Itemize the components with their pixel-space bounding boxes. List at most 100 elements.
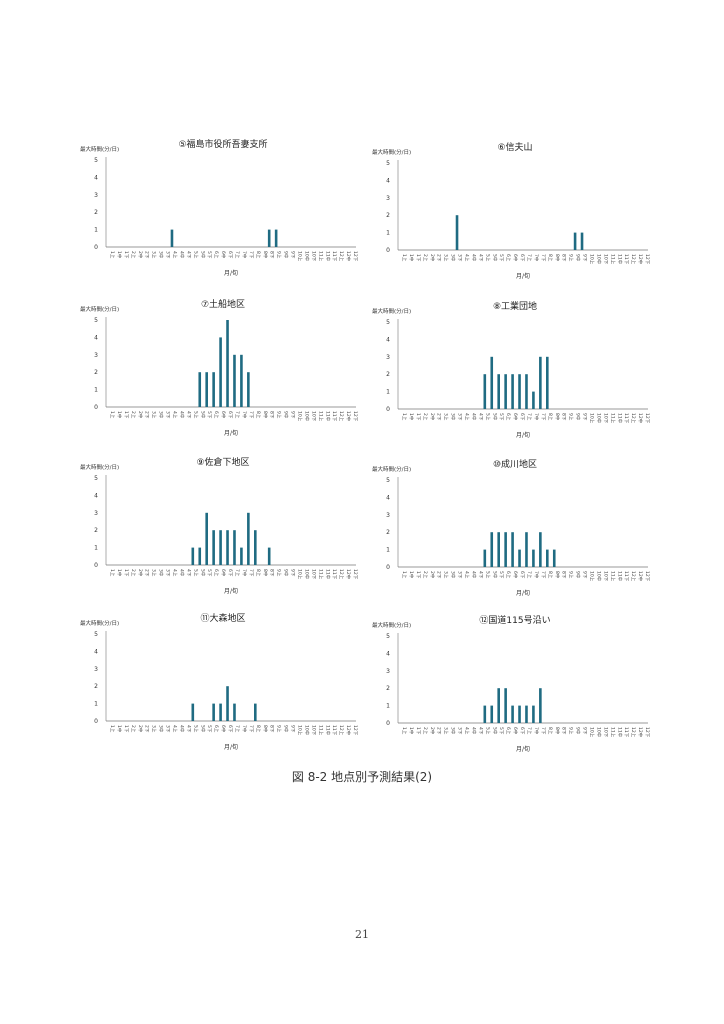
bar [511, 374, 514, 409]
x-tick-label: 11上 [317, 569, 324, 580]
x-tick-label: 9中 [283, 411, 290, 419]
x-tick-label: 11上 [609, 254, 616, 265]
chart-title: ⑤福島市役所吾妻支所 [178, 138, 267, 150]
x-tick-label: 8下 [561, 413, 567, 421]
chart-title: ⑫国道115号沿い [479, 614, 550, 626]
x-tick-label: 2中 [137, 251, 144, 259]
y-tick-label: 5 [94, 631, 98, 638]
x-tick-label: 4中 [470, 254, 477, 262]
x-tick-label: 10中 [303, 411, 310, 422]
x-tick-label: 7上 [526, 413, 533, 421]
x-tick-label: 1上 [401, 571, 408, 579]
x-tick-label: 1下 [415, 413, 421, 421]
x-tick-label: 1中 [408, 727, 415, 735]
bar [552, 549, 556, 567]
x-tick-label: 8下 [269, 411, 275, 419]
x-tick-label: 9下 [290, 251, 296, 259]
x-tick-label: 8上 [255, 251, 262, 259]
x-tick-label: 3上 [151, 251, 158, 259]
bar [580, 232, 584, 250]
chart-title: ⑧工業団地 [493, 300, 537, 312]
bar [226, 686, 229, 721]
y-axis-label: 最大時間(分/日) [80, 145, 119, 153]
bar [483, 549, 487, 567]
x-tick-label: 11上 [317, 251, 324, 262]
x-tick-label: 9下 [290, 725, 296, 733]
x-tick-label: 3中 [450, 727, 457, 735]
bar [240, 547, 243, 565]
bar [233, 530, 236, 565]
x-tick-label: 7上 [526, 727, 533, 735]
x-tick-label: 9下 [290, 411, 296, 419]
x-tick-label: 1上 [109, 251, 116, 259]
x-tick-label: 4下 [477, 254, 483, 262]
y-tick-label: 4 [386, 177, 390, 184]
x-tick-label: 12中 [345, 725, 352, 736]
x-tick-label: 12中 [345, 411, 352, 422]
x-tick-label: 9上 [276, 251, 283, 259]
x-tick-label: 5下 [206, 411, 212, 419]
x-tick-label: 10下 [602, 727, 608, 738]
x-tick-label: 9上 [568, 254, 575, 262]
x-tick-label: 10下 [602, 413, 608, 424]
x-tick-label: 10上 [588, 727, 595, 738]
bar [539, 356, 542, 409]
x-tick-label: 7下 [540, 254, 546, 262]
x-tick-label: 10下 [310, 569, 316, 580]
x-tick-label: 6中 [220, 251, 227, 259]
x-tick-label: 7中 [533, 727, 540, 735]
y-tick-label: 4 [386, 494, 390, 501]
y-tick-label: 5 [386, 160, 390, 167]
x-tick-label: 9下 [582, 571, 588, 579]
x-tick-label: 10下 [602, 571, 608, 582]
y-axis-label: 最大時間(分/日) [372, 465, 411, 473]
x-tick-label: 9上 [568, 727, 575, 735]
x-tick-label: 5中 [491, 413, 498, 421]
x-tick-label: 3下 [457, 727, 463, 735]
x-tick-label: 6下 [519, 413, 525, 421]
x-tick-label: 4下 [185, 411, 191, 419]
x-tick-label: 6上 [213, 569, 220, 577]
x-tick-label: 10上 [296, 251, 303, 262]
x-tick-label: 11上 [317, 725, 324, 736]
x-tick-label: 4中 [178, 725, 185, 733]
x-tick-label: 2下 [436, 413, 442, 421]
x-tick-label: 5中 [491, 727, 498, 735]
y-tick-label: 4 [94, 492, 98, 499]
bar [212, 372, 215, 407]
bar [525, 374, 528, 409]
y-axis-label: 最大時間(分/日) [372, 148, 411, 156]
x-tick-label: 8上 [255, 569, 262, 577]
x-tick-label: 11下 [623, 571, 629, 582]
x-tick-label: 3下 [165, 569, 171, 577]
chart-title: ⑦土船地区 [201, 298, 245, 310]
x-tick-label: 11中 [324, 251, 331, 262]
y-axis-label: 最大時間(分/日) [372, 621, 411, 629]
x-tick-label: 1下 [415, 727, 421, 735]
bar [247, 512, 250, 565]
bar [490, 705, 494, 723]
x-tick-label: 12下 [644, 571, 650, 582]
x-tick-label: 12中 [637, 413, 644, 424]
x-tick-label: 5上 [484, 727, 491, 735]
x-tick-label: 3上 [443, 727, 450, 735]
x-tick-label: 2上 [130, 251, 137, 259]
x-tick-label: 6中 [512, 571, 519, 579]
x-tick-label: 11中 [324, 725, 331, 736]
x-tick-label: 1上 [109, 569, 116, 577]
bar [504, 532, 507, 567]
bar [254, 530, 257, 565]
bar [483, 705, 487, 723]
bar [546, 549, 549, 567]
x-tick-label: 4上 [171, 569, 178, 577]
x-tick-label: 12中 [637, 571, 644, 582]
bar [532, 705, 535, 723]
bar [226, 530, 229, 565]
x-tick-label: 9中 [283, 569, 290, 577]
x-tick-label: 11中 [324, 411, 331, 422]
x-axis-label: 月/旬 [516, 272, 530, 280]
x-tick-label: 12上 [338, 725, 345, 736]
bar [219, 530, 222, 565]
